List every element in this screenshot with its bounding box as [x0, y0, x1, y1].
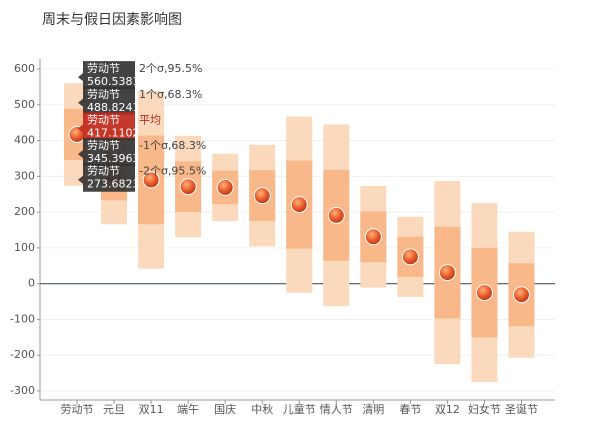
y-tick-label: 500: [14, 98, 35, 111]
mean-dot: [401, 248, 419, 266]
tooltip-value: 273.6823: [87, 178, 140, 191]
tooltip-category: 劳动节: [87, 88, 120, 101]
tooltip-category: 劳动节: [87, 113, 120, 126]
mean-dot: [216, 178, 234, 196]
y-tick-label: 200: [14, 205, 35, 218]
mean-dot: [142, 171, 160, 189]
x-tick-label: 妇女节: [468, 402, 501, 416]
mean-dot: [179, 178, 197, 196]
x-tick-label: 国庆: [214, 402, 236, 416]
tooltip-box: [78, 112, 135, 141]
tooltip-value: 345.3963: [87, 152, 140, 165]
x-tick-label: 元旦: [103, 403, 125, 416]
y-tick-label: 400: [14, 134, 35, 147]
x-tick-label: 儿童节: [283, 402, 316, 416]
x-tick-label: 劳动节: [61, 403, 94, 416]
mean-dot: [512, 286, 530, 304]
x-tick-label: 情人节: [320, 403, 353, 416]
tooltip-value: 560.5381: [87, 75, 140, 88]
mean-dot: [290, 196, 308, 214]
tooltip-value: 417.1102: [87, 126, 140, 139]
mean-dot: [364, 228, 382, 246]
tooltip-series-name: -2个σ,95.5%: [139, 165, 206, 178]
y-tick-label: -300: [10, 384, 35, 397]
y-tick-label: -200: [10, 348, 35, 361]
y-tick-label: 300: [14, 169, 35, 182]
tooltip-category: 劳动节: [87, 165, 120, 178]
tooltip-box: [78, 163, 135, 192]
y-tick-label: -100: [10, 312, 35, 325]
x-tick-label: 双12: [435, 403, 460, 416]
tooltip-series-name: 平均: [139, 113, 161, 126]
tooltip-value: 488.8241: [87, 101, 140, 114]
mean-dot: [438, 264, 456, 282]
tooltip-box: [78, 138, 135, 167]
x-tick-label: 端午: [177, 403, 199, 416]
y-tick-label: 0: [28, 277, 35, 290]
tooltip-series-name: 1个σ,68.3%: [139, 88, 202, 101]
x-tick-label: 清明: [362, 403, 384, 416]
tooltip-category: 劳动节: [87, 62, 120, 75]
y-tick-label: 600: [14, 62, 35, 75]
tooltip-series-name: -1个σ,68.3%: [139, 139, 206, 152]
y-tick-label: 100: [14, 241, 35, 254]
tooltip-box: [78, 86, 135, 115]
x-tick-label: 圣诞节: [505, 402, 538, 416]
tooltip-box: [78, 61, 135, 90]
tooltip-category: 劳动节: [87, 139, 120, 152]
x-tick-label: 中秋: [251, 402, 273, 416]
mean-dot: [327, 206, 345, 224]
chart-title: 周末与假日因素影响图: [42, 12, 182, 28]
x-tick-label: 双11: [139, 403, 164, 416]
mean-dot: [475, 284, 493, 302]
mean-dot: [253, 187, 271, 205]
x-tick-label: 春节: [399, 403, 421, 416]
tooltip-series-name: 2个σ,95.5%: [139, 62, 202, 75]
